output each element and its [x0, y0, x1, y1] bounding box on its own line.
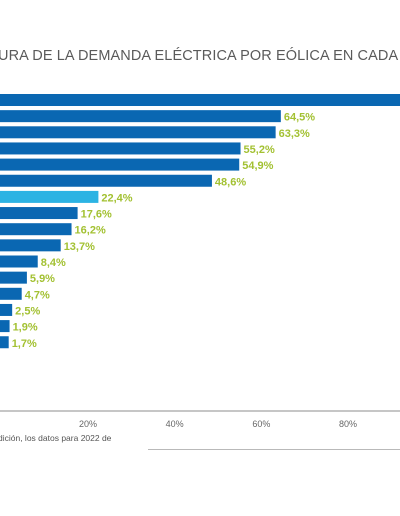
x-tick-label-1: 40% [166, 419, 184, 429]
bar-5 [0, 174, 212, 187]
value-label-3: 55,2% [244, 144, 275, 156]
bar-0 [0, 94, 400, 106]
bar-8 [0, 223, 72, 236]
value-label-13: 2,5% [15, 305, 40, 317]
value-label-4: 54,9% [242, 160, 273, 172]
x-tick-label-2: 60% [252, 419, 270, 429]
value-label-1: 64,5% [284, 112, 315, 124]
bar-10 [0, 255, 38, 268]
bar-15 [0, 336, 9, 349]
value-label-9: 13,7% [64, 241, 95, 253]
footnote-divider [148, 449, 400, 450]
bar-3 [0, 142, 241, 155]
value-label-6: 22,4% [101, 192, 132, 204]
bar-12 [0, 287, 22, 300]
bar-4 [0, 158, 240, 171]
bar-9 [0, 239, 61, 252]
value-label-15: 1,7% [12, 338, 37, 350]
value-labels-layer: 64,5% 63,3% 55,2% 54,9% 48,6% 22,4% 17,6% 16,2%… [12, 112, 316, 350]
bar-1 [0, 110, 281, 123]
value-label-11: 5,9% [30, 273, 55, 285]
bar-7 [0, 207, 78, 220]
bar-6 [0, 190, 99, 203]
x-tick-label-0: 20% [79, 419, 97, 429]
chart-title: URA DE LA DEMANDA ELÉCTRICA POR EÓLICA E… [0, 48, 399, 64]
bar-2 [0, 126, 276, 139]
value-label-10: 8,4% [41, 257, 66, 269]
value-label-5: 48,6% [215, 176, 246, 188]
footnote: dición, los datos para 2022 de [0, 433, 112, 443]
bars-layer [0, 94, 400, 349]
value-label-12: 4,7% [25, 289, 50, 301]
x-axis: 20% 40% 60% 80% [0, 410, 400, 429]
value-label-2: 63,3% [279, 128, 310, 140]
bar-11 [0, 271, 27, 284]
value-label-14: 1,9% [13, 322, 38, 334]
value-label-7: 17,6% [81, 209, 112, 221]
value-label-8: 16,2% [75, 225, 106, 237]
bar-14 [0, 320, 10, 333]
bar-13 [0, 303, 13, 316]
x-tick-label-3: 80% [339, 419, 357, 429]
